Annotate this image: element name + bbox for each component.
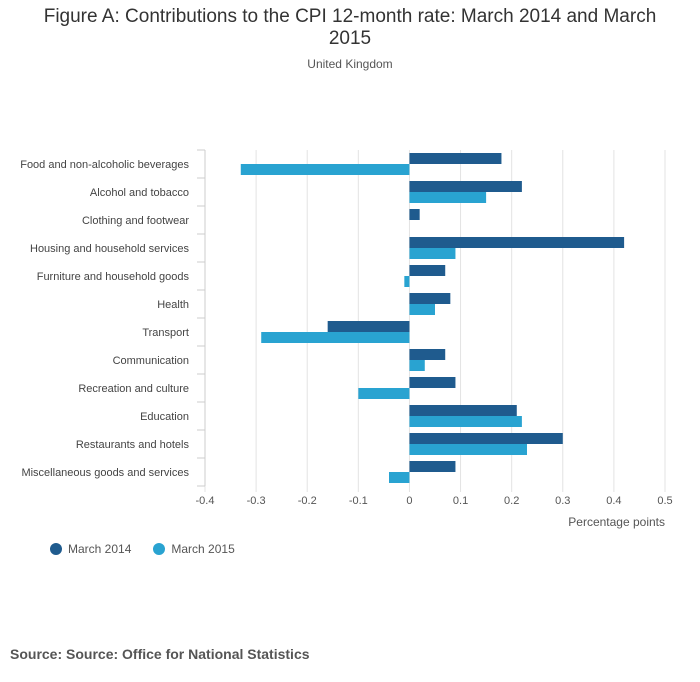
category-label: Restaurants and hotels	[76, 439, 190, 451]
bar-march-2015[interactable]	[358, 388, 410, 399]
bar-march-2014[interactable]	[409, 433, 563, 444]
category-label: Food and non-alcoholic beverages	[20, 159, 189, 171]
bar-march-2014[interactable]	[327, 321, 410, 332]
category-label: Furniture and household goods	[37, 271, 190, 283]
x-tick-label: -0.4	[196, 495, 215, 507]
bar-march-2014[interactable]	[409, 405, 517, 416]
category-label: Alcohol and tobacco	[90, 187, 189, 199]
legend: March 2014 March 2015	[50, 542, 235, 556]
bar-march-2014[interactable]	[409, 265, 446, 276]
bar-march-2014[interactable]	[409, 237, 625, 248]
x-axis-title: Percentage points	[568, 515, 665, 529]
bar-march-2015[interactable]	[409, 192, 487, 203]
bar-march-2015[interactable]	[261, 332, 410, 343]
category-label: Clothing and footwear	[82, 215, 189, 227]
x-tick-label: -0.3	[247, 495, 266, 507]
legend-dot-icon	[50, 543, 62, 555]
legend-dot-icon	[153, 543, 166, 555]
x-tick-label: 0	[406, 495, 412, 507]
category-label: Communication	[113, 355, 189, 367]
axes: -0.4 -0.3 -0.2 -0.1 0 0.1 0.2 0.3 0.4 0.5 Food and…	[20, 149, 673, 507]
x-tick-label: 0.4	[606, 495, 621, 507]
bar-march-2014[interactable]	[409, 377, 456, 388]
bar-march-2015[interactable]	[240, 164, 410, 175]
x-tick-label: 0.1	[453, 495, 468, 507]
legend-item-march-2014[interactable]: March 2014	[50, 542, 131, 556]
bar-march-2014[interactable]	[409, 209, 420, 220]
x-tick-label: 0.2	[504, 495, 519, 507]
category-label: Transport	[142, 327, 189, 339]
bar-march-2015[interactable]	[404, 276, 410, 287]
legend-item-march-2015[interactable]: March 2015	[153, 542, 235, 556]
x-tick-label: 0.5	[657, 495, 672, 507]
legend-label: March 2014	[68, 542, 132, 556]
chart-title: Figure A: Contributions to the CPI 12-mo…	[43, 6, 657, 49]
bar-march-2014[interactable]	[409, 293, 451, 304]
bar-march-2014[interactable]	[409, 181, 522, 192]
source-note: Source: Source: Office for National Stat…	[10, 646, 310, 662]
category-label: Education	[140, 411, 189, 423]
x-tick-label: -0.1	[349, 495, 368, 507]
chart-subtitle: United Kingdom	[307, 57, 393, 71]
bar-march-2015[interactable]	[409, 248, 456, 259]
x-tick-label: -0.2	[298, 495, 317, 507]
bar-march-2015[interactable]	[389, 472, 410, 483]
bar-march-2015[interactable]	[409, 444, 527, 455]
category-label: Recreation and culture	[78, 383, 189, 395]
bar-march-2014[interactable]	[409, 153, 502, 164]
bar-march-2014[interactable]	[409, 461, 456, 472]
category-label: Health	[157, 299, 189, 311]
category-label: Miscellaneous goods and services	[21, 467, 189, 479]
bar-march-2015[interactable]	[409, 360, 425, 371]
bar-march-2015[interactable]	[409, 304, 435, 315]
legend-label: March 2015	[171, 542, 235, 556]
bar-march-2015[interactable]	[409, 416, 522, 427]
category-label: Housing and household services	[30, 243, 189, 255]
x-tick-label: 0.3	[555, 495, 570, 507]
bar-march-2014[interactable]	[409, 349, 446, 360]
bars	[240, 153, 625, 483]
